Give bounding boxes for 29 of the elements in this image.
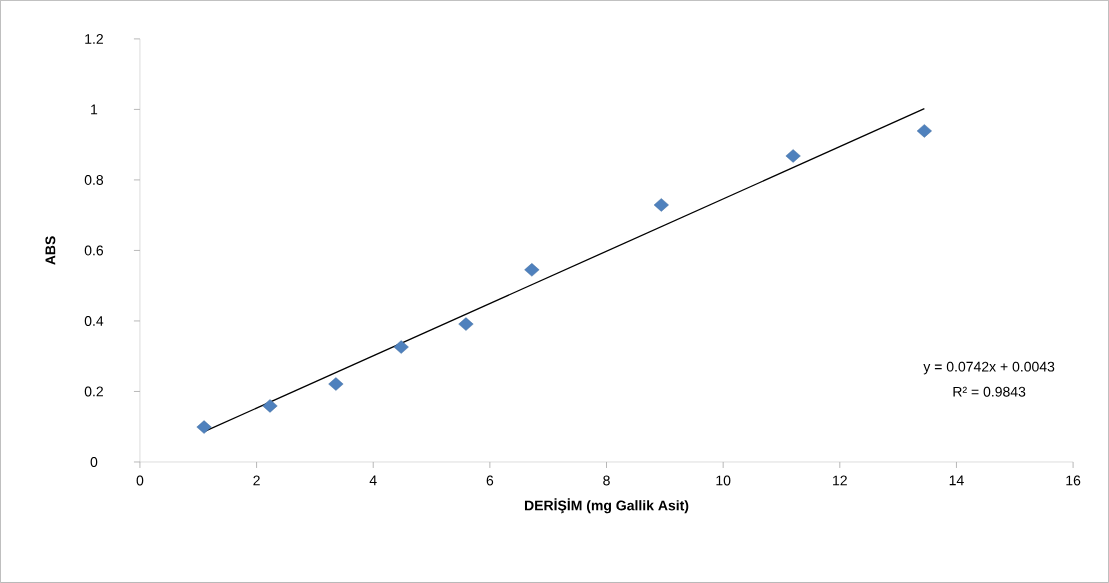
x-tick-label: 6 (486, 475, 494, 486)
point (328, 377, 344, 391)
y-tick-label: 0 (90, 457, 98, 467)
x-tick-label: 0 (136, 475, 144, 486)
x-tick-label: 10 (716, 475, 731, 486)
x-tick-label: 14 (949, 475, 964, 486)
point (524, 263, 540, 277)
x-tick-label: 2 (253, 475, 260, 486)
y-tick-label: 1 (91, 104, 98, 115)
point (653, 198, 669, 212)
y-tick-label: 0.6 (84, 245, 104, 256)
y-axis-title: ABS (45, 236, 56, 265)
annotation: R² = 0.9843 (953, 386, 1026, 397)
point (393, 340, 409, 354)
point (458, 317, 474, 331)
y-tick-label: 0.8 (84, 175, 104, 185)
point (916, 124, 932, 138)
y-tick-label: 1.2 (85, 34, 103, 44)
point (262, 399, 278, 413)
annotation: y = 0.0742x + 0.0043 (923, 361, 1055, 375)
point (785, 149, 801, 163)
x-axis-title: DERİŞİM (mg Gallik Asit) (524, 498, 689, 514)
point (196, 420, 212, 434)
y-tick-label: 0.4 (84, 316, 104, 326)
x-tick-label: 4 (369, 475, 377, 486)
x-tick-label: 16 (1066, 475, 1081, 486)
x-tick-label: 8 (603, 475, 610, 486)
y-tick-label: 0.2 (84, 386, 103, 397)
x-tick-label: 12 (833, 475, 847, 486)
